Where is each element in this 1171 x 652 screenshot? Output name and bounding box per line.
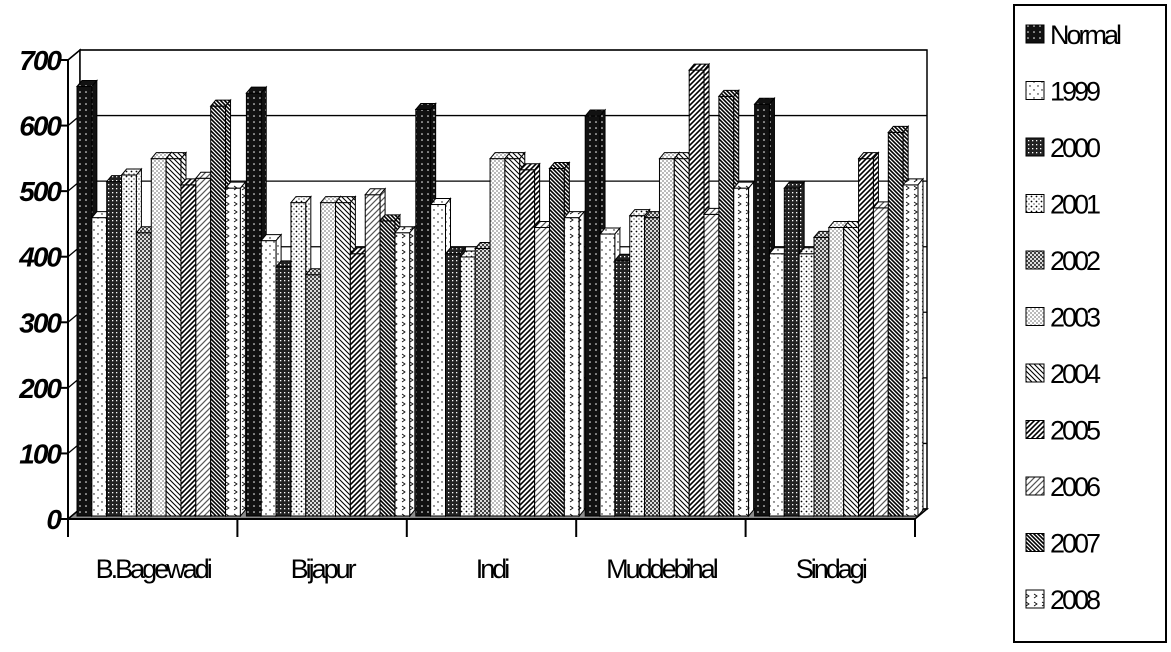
legend-label: 2002 [1050, 246, 1100, 276]
legend-label: 2000 [1050, 133, 1100, 163]
y-tick-label: 200 [18, 373, 62, 404]
legend-swatch [1025, 137, 1045, 157]
legend-swatch [1025, 250, 1045, 270]
legend-swatch [1025, 420, 1045, 439]
y-tick-label: 0 [46, 504, 62, 535]
y-tick-label: 400 [18, 242, 62, 273]
legend-label: 1999 [1050, 77, 1100, 107]
legend-swatch [1025, 363, 1045, 383]
bar-indi-2008 [563, 210, 586, 518]
legend-swatch [1025, 24, 1045, 44]
x-tick-label: Bijapur [291, 554, 357, 584]
y-tick-label: 300 [19, 307, 62, 338]
y-tick-labels: 0 100 200 300 400 500 600 700 [18, 45, 64, 535]
legend-label: 2001 [1050, 190, 1100, 220]
legend-label: 2005 [1050, 416, 1100, 446]
x-tick-label: Muddebihal [606, 554, 718, 584]
x-tick-label: Indi [476, 554, 510, 584]
legend-label: Normal [1050, 20, 1121, 50]
legend-swatch [1025, 476, 1045, 496]
legend-label: 2007 [1050, 529, 1100, 559]
axes [61, 59, 916, 537]
bars [75, 62, 925, 518]
legend: Normal 1999 2000 2001 2002 2003 2004 2005 2006 20… [1013, 4, 1167, 643]
x-tick-label: B.Bagewadi [96, 554, 212, 584]
bar-bijapur-2008 [393, 225, 416, 518]
y-tick-label: 100 [19, 438, 62, 469]
gridline [67, 49, 927, 61]
legend-swatch [1025, 307, 1045, 326]
legend-label: 2008 [1050, 585, 1100, 615]
legend-swatch [1025, 81, 1045, 100]
legend-label: 2003 [1050, 303, 1100, 333]
legend-swatch [1025, 194, 1045, 213]
legend-label: 2006 [1050, 472, 1100, 502]
y-tick-label: 500 [19, 176, 62, 207]
bar-muddebihal-2008 [732, 180, 755, 518]
legend-label: 2004 [1050, 359, 1101, 389]
x-tick-label: Sindagi [796, 554, 867, 584]
legend-swatch [1025, 589, 1045, 609]
x-tick-labels: B.Bagewadi Bijapur Indi Muddebihal Sindagi [96, 554, 870, 584]
y-tick-label: 600 [19, 111, 62, 142]
legend-swatch [1025, 533, 1045, 552]
bar-b-bagewadi-2008 [224, 180, 247, 518]
bar-sindagi-2008 [902, 177, 925, 518]
y-tick-label: 700 [19, 45, 62, 76]
